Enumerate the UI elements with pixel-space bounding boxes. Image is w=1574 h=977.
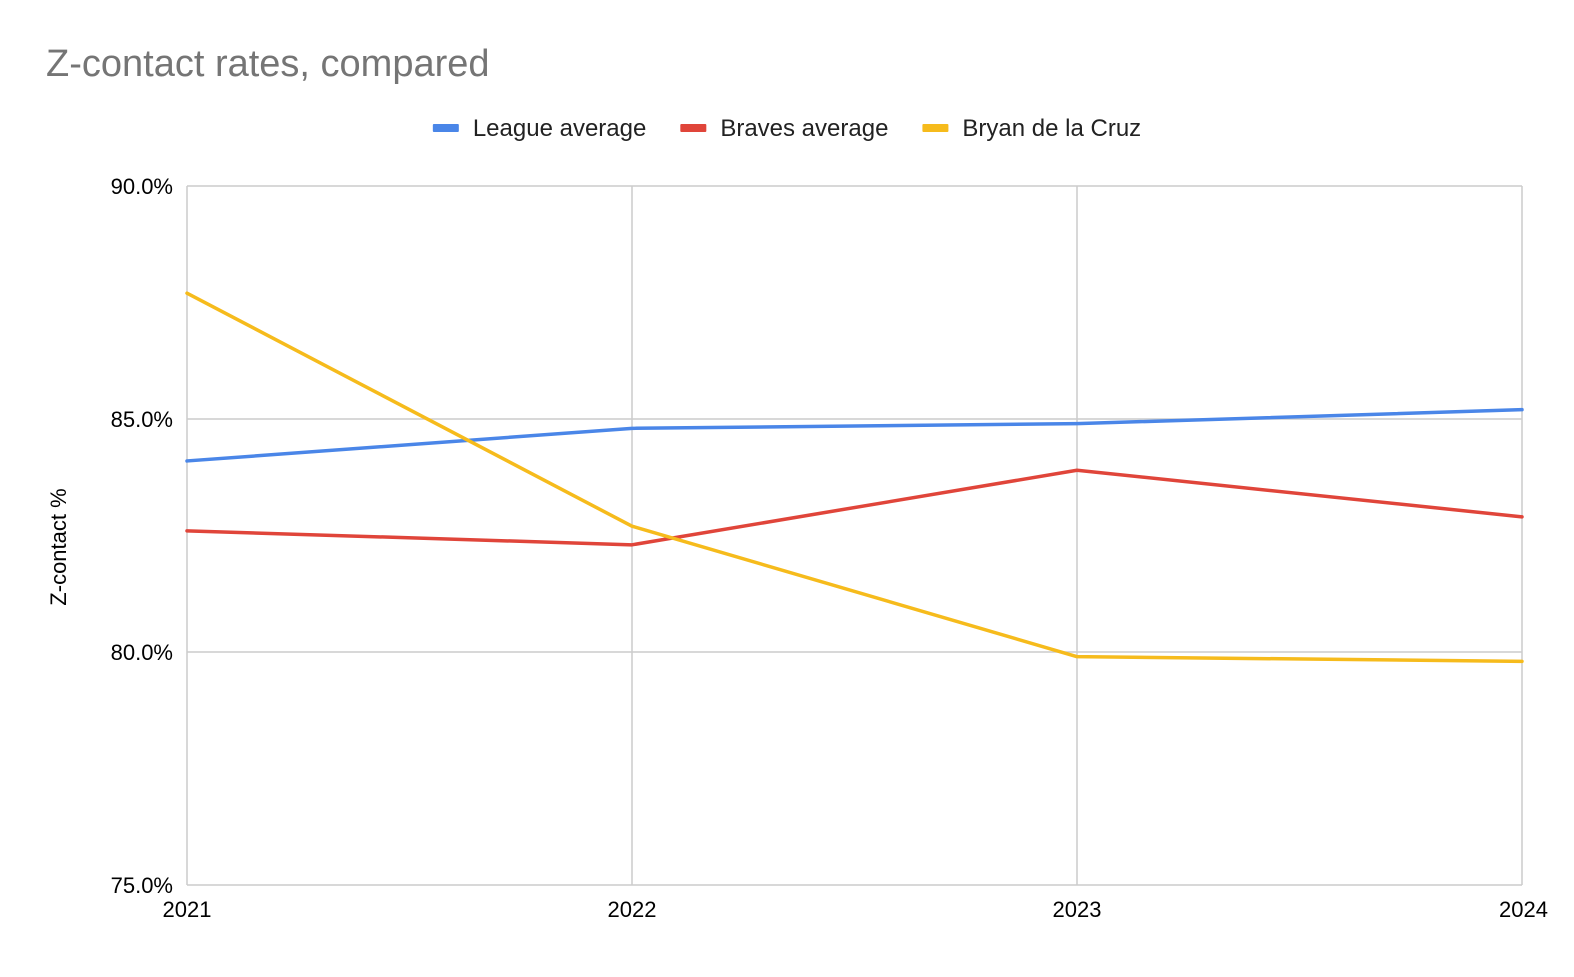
x-tick-label: 2022 xyxy=(608,897,657,922)
x-axis-ticks: 2021 2022 2023 2024 xyxy=(163,897,1548,922)
y-tick-label: 90.0% xyxy=(111,174,173,199)
legend-label: Bryan de la Cruz xyxy=(962,115,1141,142)
legend-swatch xyxy=(680,124,707,132)
x-tick-label: 2023 xyxy=(1053,897,1102,922)
legend-swatch xyxy=(432,124,459,132)
x-tick-label: 2024 xyxy=(1499,897,1548,922)
y-tick-label: 80.0% xyxy=(111,640,173,665)
legend-swatch xyxy=(922,124,949,132)
y-axis-title: Z-contact % xyxy=(46,488,71,605)
legend-label: Braves average xyxy=(720,115,888,142)
chart-title: Z-contact rates, compared xyxy=(46,43,490,85)
y-tick-label: 85.0% xyxy=(111,407,173,432)
series-line-league-average xyxy=(185,407,1524,463)
series-line-bryan-de-la-cruz xyxy=(185,291,1524,664)
legend-item: League average xyxy=(432,115,646,142)
series-lines xyxy=(185,291,1524,664)
x-tick-label: 2021 xyxy=(163,897,212,922)
legend-item: Bryan de la Cruz xyxy=(922,115,1141,142)
legend: League average Braves average Bryan de la … xyxy=(432,115,1141,142)
series-line-braves-average xyxy=(185,468,1524,547)
legend-item: Braves average xyxy=(680,115,888,142)
y-tick-label: 75.0% xyxy=(111,873,173,898)
legend-label: League average xyxy=(473,115,646,142)
grid xyxy=(186,185,1523,886)
y-axis-ticks: 75.0% 80.0% 85.0% 90.0% xyxy=(111,174,173,898)
